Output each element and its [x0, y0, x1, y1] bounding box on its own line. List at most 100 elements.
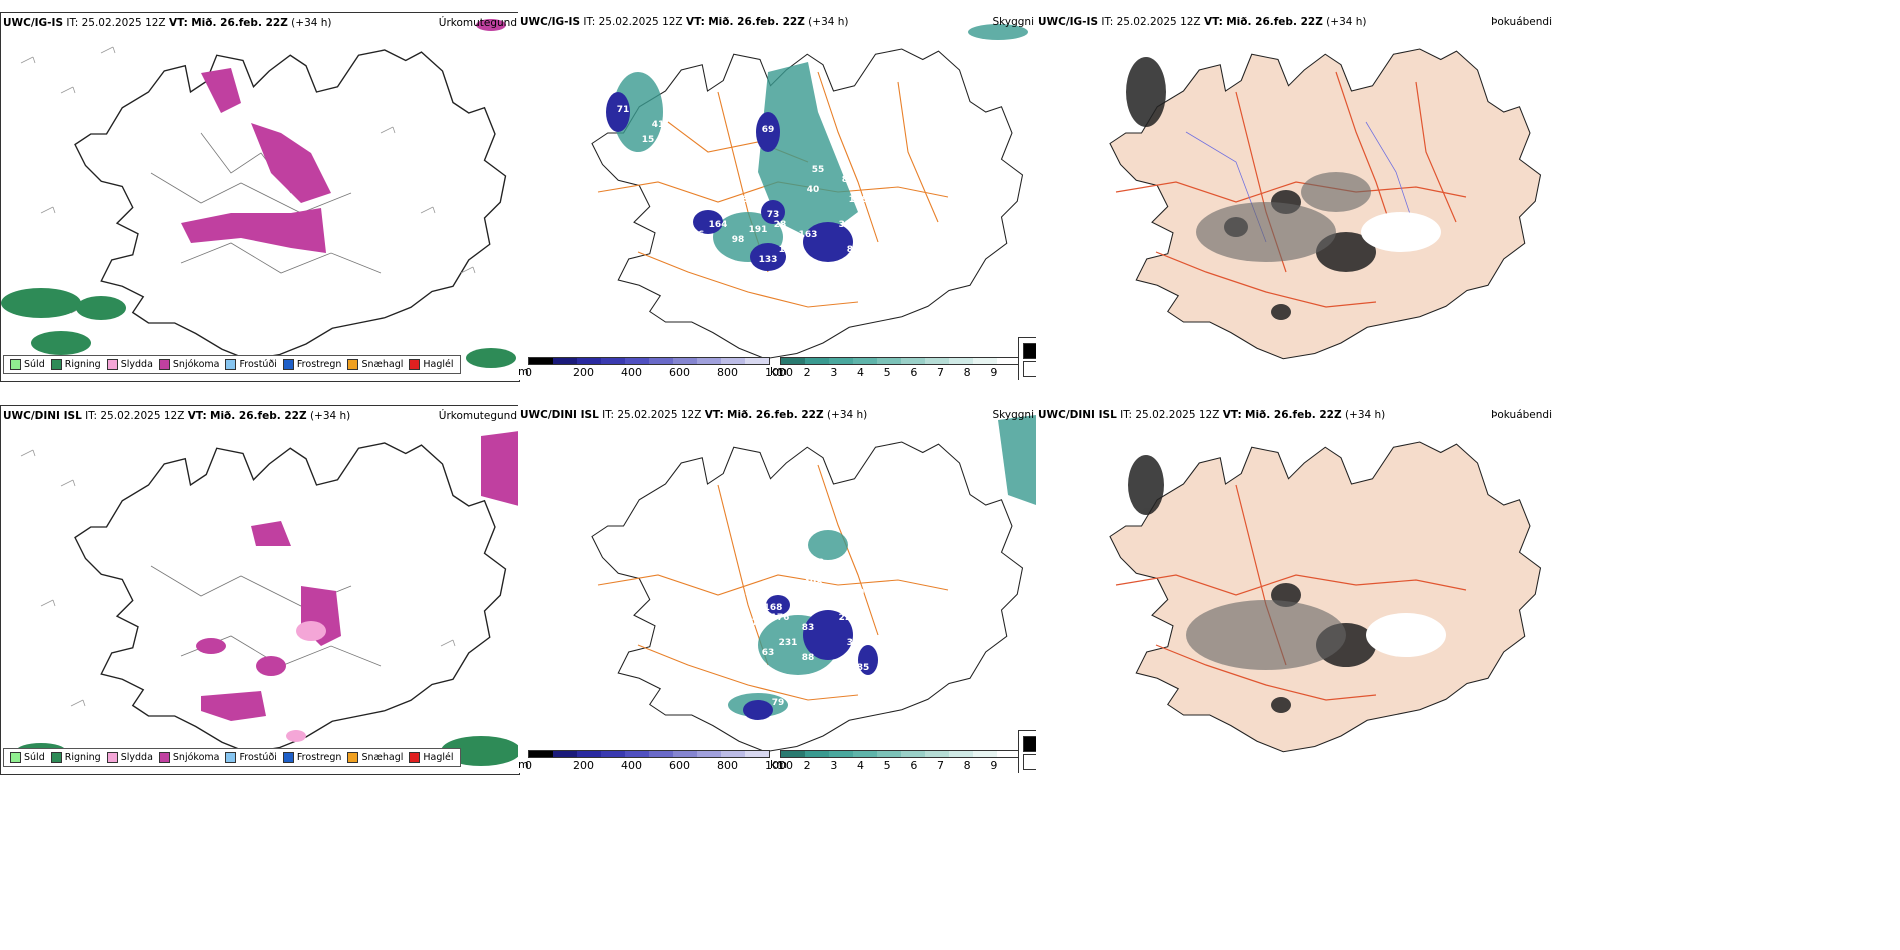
legend-swatch — [347, 359, 359, 370]
ceiling-scale: m 0 200 400 600 800 1000 — [518, 750, 793, 772]
legend-label: Snæhagl — [361, 752, 404, 763]
scale-tick: 8 — [963, 366, 971, 379]
ceiling-label: 71 — [617, 105, 630, 115]
panel-title: Úrkomutegund — [438, 17, 517, 29]
precip-type-map-igis — [1, 19, 516, 368]
legend-label: Frostregn — [296, 359, 342, 370]
legend-swatch — [106, 359, 118, 370]
legend-swatch — [10, 752, 21, 763]
ceiling-label: 13 — [652, 513, 665, 523]
ceiling-label: 408 — [804, 578, 823, 588]
ceiling-label: 55 — [812, 165, 825, 175]
legend-item: Snæhagl — [347, 752, 403, 763]
ceiling-label: 87 — [742, 195, 755, 205]
scale-segment — [529, 751, 553, 757]
ceiling-label: 12 — [732, 628, 745, 638]
fog-legend: 060 — [1018, 337, 1036, 380]
scale-tick: 5 — [883, 366, 891, 379]
scale-segment — [553, 358, 577, 364]
legend-item: Snæhagl — [347, 359, 403, 370]
ceiling-label: 40 — [807, 185, 820, 195]
ceiling-label: 31 — [847, 638, 860, 648]
fog-panel-igis: UWC/IG-IS IT: 25.02.2025 12Z VT: Mið. 26… — [1036, 12, 1554, 380]
scale-segment — [625, 358, 649, 364]
legend-swatch — [158, 359, 170, 370]
scale-segment — [649, 751, 673, 757]
visibility-panel-dini: 170 408 176 190 168 32 83 29 70 133 150 74 12 227 31 23… — [518, 405, 1036, 773]
scale-unit: m — [518, 758, 529, 771]
ceiling-label: 164 — [709, 220, 728, 230]
panel-header: UWC/IG-IS IT: 25.02.2025 12Z VT: Mið. 26… — [520, 16, 849, 28]
ceiling-label: 129 — [829, 275, 848, 285]
panel-header: UWC/DINI ISL IT: 25.02.2025 12Z VT: Mið.… — [3, 410, 351, 422]
scale-segment — [601, 358, 625, 364]
ceiling-label: 176 — [771, 613, 790, 623]
scale-segment — [625, 751, 649, 757]
ceiling-scale: m 0 200 400 600 800 1000 — [518, 357, 793, 379]
scale-segment — [853, 358, 877, 364]
ceiling-label: 170 — [759, 518, 778, 528]
scale-unit: km — [770, 758, 788, 771]
scale-segment — [697, 751, 721, 757]
precip-legend: Súld Rigning Slydda Snjókoma Frostúði Frostre… — [3, 748, 461, 767]
ceiling-label: 176 — [849, 195, 868, 205]
scale-segment — [901, 751, 925, 757]
scale-tick: 6 — [910, 366, 918, 379]
visibility-scale: km12345678910 — [770, 357, 1031, 379]
scale-segment — [805, 751, 829, 757]
ceiling-label: 133 — [689, 623, 708, 633]
scale-segment — [877, 358, 901, 364]
scale-tick: 0 — [525, 366, 532, 379]
ceiling-label: 69 — [762, 125, 775, 135]
scale-segment — [853, 751, 877, 757]
scale-segment — [721, 751, 745, 757]
scale-segment — [901, 358, 925, 364]
ceiling-label: 88 — [802, 653, 815, 663]
scale-tick: 6 — [910, 759, 918, 772]
fog-panel-dini: UWC/DINI ISL IT: 25.02.2025 12Z VT: Mið.… — [1036, 405, 1554, 773]
panel-title: Þokuábendi — [1491, 16, 1552, 28]
visibility-panel-igis: 69 40 28 87 73 55 163 86 176 96 164 191 98 328 87 149 13… — [518, 12, 1036, 380]
legend-label: Snjókoma — [172, 359, 220, 370]
fog-legend-swatch — [1023, 736, 1036, 752]
fog-legend-row: 60 — [1023, 361, 1036, 377]
ceiling-label: 18 — [617, 498, 630, 508]
scale-segment — [925, 358, 949, 364]
ceiling-label: 231 — [779, 638, 798, 648]
legend-label: Snæhagl — [361, 359, 404, 370]
panel-header: UWC/DINI ISL IT: 25.02.2025 12Z VT: Mið.… — [1038, 409, 1386, 421]
ceiling-label: 28 — [774, 220, 787, 230]
legend-label: Frostregn — [296, 752, 342, 763]
legend-label: Haglél — [423, 752, 454, 763]
scale-tick: 1000 — [765, 759, 793, 772]
legend-label: Rigning — [64, 359, 101, 370]
ceiling-label: 63 — [762, 648, 775, 658]
ceiling-label: 150 — [709, 613, 728, 623]
scale-segment — [601, 751, 625, 757]
legend-swatch — [50, 359, 62, 370]
scale-tick: 1 — [777, 759, 784, 772]
ceiling-label: 168 — [764, 603, 783, 613]
legend-label: Súld — [24, 359, 45, 370]
scale-segment — [781, 751, 805, 757]
scale-bar — [780, 750, 1022, 758]
ceiling-label: 74 — [752, 618, 765, 628]
legend-item: Frostúði — [225, 752, 277, 763]
scale-tick: 1000 — [765, 366, 793, 379]
legend-swatch — [409, 359, 421, 370]
scale-segment — [721, 358, 745, 364]
scale-bar — [780, 357, 1022, 365]
ceiling-label: 163 — [799, 230, 818, 240]
scale-tick: 9 — [990, 366, 998, 379]
panel-header: UWC/DINI ISL IT: 25.02.2025 12Z VT: Mið.… — [520, 409, 868, 421]
scale-tick: 600 — [669, 759, 690, 772]
legend-label: Slydda — [120, 359, 153, 370]
scale-segment — [745, 358, 769, 364]
ceiling-label: 87 — [847, 245, 860, 255]
scale-segment — [553, 751, 577, 757]
ceiling-label: 133 — [759, 255, 778, 265]
ceiling-label: 32 — [812, 558, 825, 568]
legend-item: Rigning — [50, 752, 101, 763]
